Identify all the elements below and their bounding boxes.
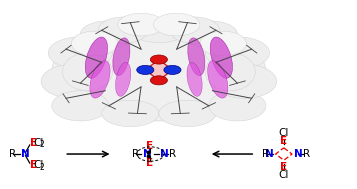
- Text: N: N: [21, 149, 30, 159]
- Ellipse shape: [102, 100, 159, 127]
- Ellipse shape: [208, 61, 228, 98]
- Ellipse shape: [159, 100, 216, 127]
- Ellipse shape: [113, 38, 130, 76]
- Ellipse shape: [170, 17, 220, 43]
- Ellipse shape: [80, 21, 137, 47]
- Ellipse shape: [200, 31, 246, 56]
- Circle shape: [150, 55, 167, 64]
- Text: E: E: [30, 138, 37, 148]
- Text: N: N: [142, 149, 151, 159]
- Polygon shape: [145, 60, 172, 80]
- Ellipse shape: [118, 13, 164, 36]
- Text: N: N: [294, 149, 303, 159]
- Ellipse shape: [52, 23, 266, 121]
- Text: E: E: [280, 136, 287, 146]
- Text: N: N: [265, 149, 274, 159]
- Ellipse shape: [205, 37, 270, 69]
- Ellipse shape: [71, 31, 118, 56]
- Text: E: E: [280, 162, 287, 172]
- Circle shape: [150, 76, 167, 85]
- Text: N: N: [160, 149, 169, 159]
- Text: Cl: Cl: [278, 128, 289, 138]
- Ellipse shape: [130, 18, 187, 43]
- Text: E: E: [146, 158, 154, 167]
- Ellipse shape: [180, 21, 237, 47]
- Ellipse shape: [188, 38, 205, 76]
- Circle shape: [164, 65, 181, 74]
- Text: Cl: Cl: [278, 170, 289, 180]
- Ellipse shape: [187, 62, 202, 96]
- Ellipse shape: [212, 64, 277, 98]
- Text: Cl: Cl: [34, 160, 44, 170]
- Ellipse shape: [154, 13, 200, 36]
- Text: R: R: [9, 149, 16, 159]
- Text: R: R: [169, 149, 176, 159]
- Text: R: R: [303, 149, 310, 159]
- Ellipse shape: [210, 37, 232, 78]
- Ellipse shape: [90, 61, 110, 98]
- Ellipse shape: [52, 91, 109, 121]
- Text: R: R: [262, 149, 269, 159]
- Text: R: R: [132, 149, 139, 159]
- Ellipse shape: [41, 64, 105, 98]
- Text: Cl: Cl: [34, 138, 44, 148]
- Circle shape: [137, 65, 154, 74]
- Ellipse shape: [205, 53, 255, 91]
- Ellipse shape: [116, 62, 131, 96]
- Ellipse shape: [48, 37, 112, 69]
- Ellipse shape: [85, 37, 107, 78]
- Text: E: E: [30, 160, 37, 170]
- Text: 2: 2: [40, 140, 44, 149]
- Ellipse shape: [98, 17, 148, 43]
- Ellipse shape: [62, 53, 112, 91]
- Ellipse shape: [209, 91, 266, 121]
- Text: 2: 2: [40, 163, 44, 172]
- Text: E: E: [146, 141, 154, 150]
